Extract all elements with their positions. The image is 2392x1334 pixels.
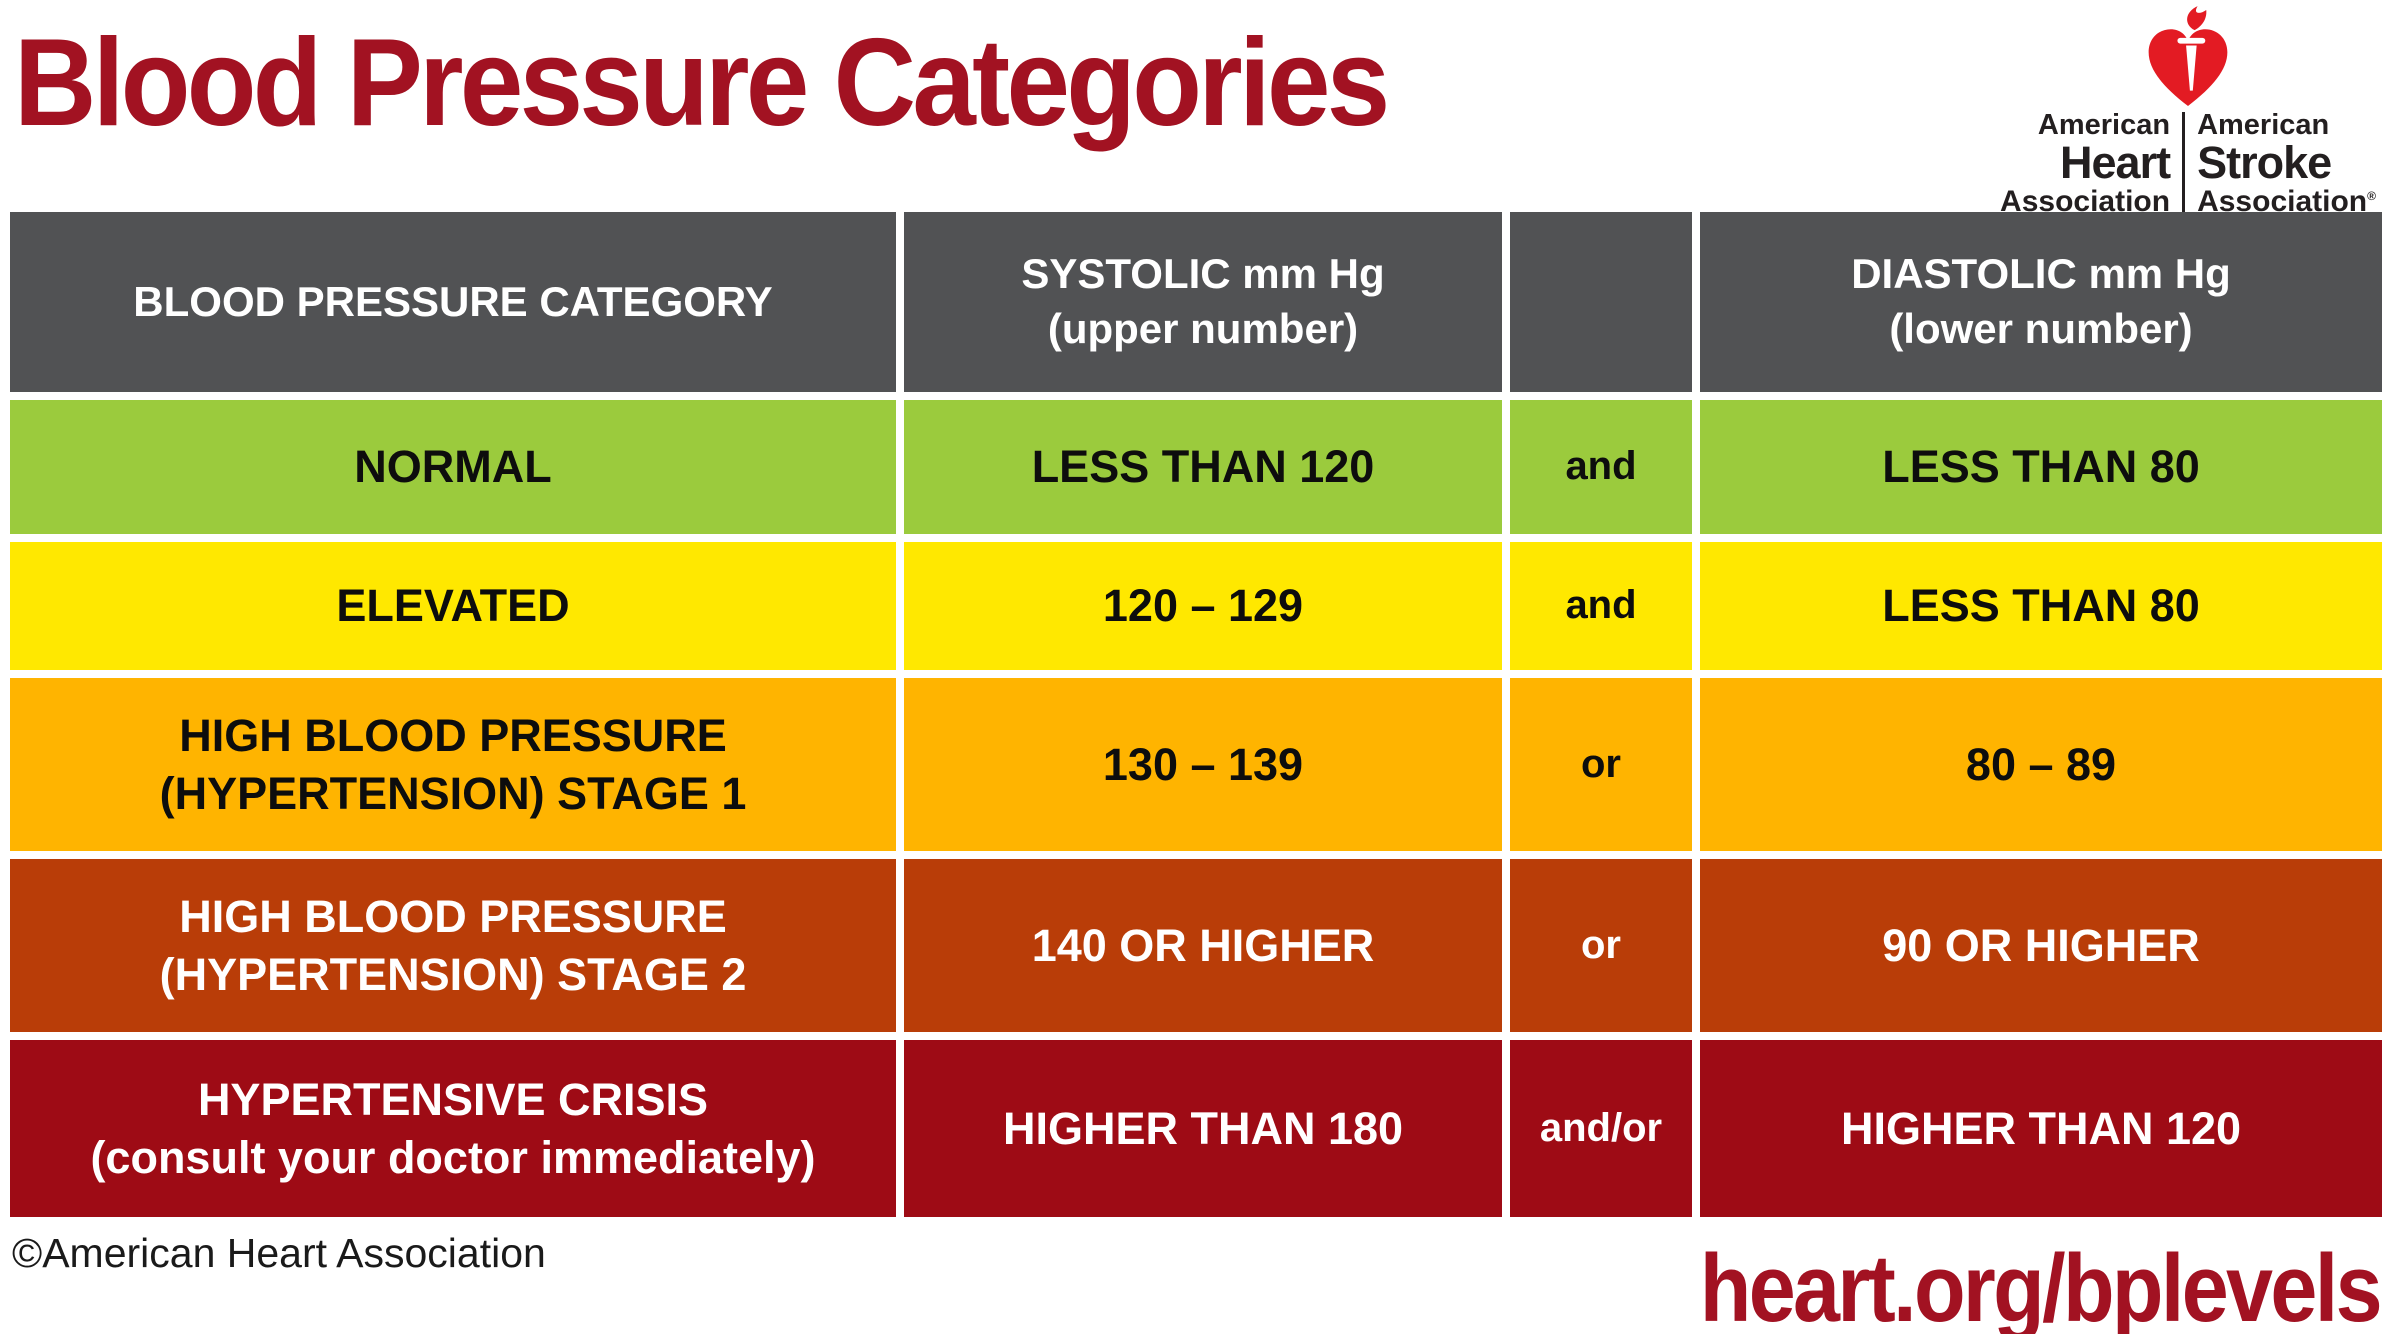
logo-heart-line1: American — [2037, 109, 2171, 141]
page-title: Blood Pressure Categories — [14, 14, 1390, 152]
row-stage1-connector: or — [1510, 678, 1692, 851]
row-normal-connector: and — [1510, 400, 1692, 534]
copyright-text: ©American Heart Association — [12, 1230, 546, 1276]
row-elevated-connector: and — [1510, 542, 1692, 670]
row-elevated-diastolic: LESS THAN 80 — [1700, 542, 2382, 670]
logo-stroke-org: American Stroke Association® — [2197, 109, 2376, 219]
row-crisis-diastolic: HIGHER THAN 120 — [1700, 1040, 2382, 1217]
row-stage2-connector: or — [1510, 859, 1692, 1032]
row-crisis-category: HYPERTENSIVE CRISIS (consult your doctor… — [10, 1040, 896, 1217]
logo-heart-line2: Heart — [2060, 137, 2171, 189]
logo-stroke-line1: American — [2197, 109, 2330, 141]
row-stage2-category: HIGH BLOOD PRESSURE (HYPERTENSION) STAGE… — [10, 859, 896, 1032]
site-url: heart.org/bplevels — [1699, 1235, 2383, 1334]
logo-stroke-line2: Stroke — [2197, 137, 2332, 189]
row-crisis-systolic: HIGHER THAN 180 — [904, 1040, 1502, 1217]
row-stage1-category: HIGH BLOOD PRESSURE (HYPERTENSION) STAGE… — [10, 678, 896, 851]
logo-divider — [2182, 112, 2186, 219]
row-normal-diastolic: LESS THAN 80 — [1700, 400, 2382, 534]
bp-table: BLOOD PRESSURE CATEGORY SYSTOLIC mm Hg (… — [10, 212, 2382, 1217]
logo-heart-org: American Heart Association — [2000, 109, 2171, 219]
header-connector — [1510, 212, 1692, 392]
row-stage2-diastolic: 90 OR HIGHER — [1700, 859, 2382, 1032]
aha-asa-logo: American Heart Association American Stro… — [2000, 6, 2376, 219]
row-stage1-systolic: 130 – 139 — [904, 678, 1502, 851]
row-stage2-systolic: 140 OR HIGHER — [904, 859, 1502, 1032]
heart-torch-icon — [2148, 6, 2228, 107]
row-elevated-category: ELEVATED — [10, 542, 896, 670]
header-category: BLOOD PRESSURE CATEGORY — [10, 212, 896, 392]
row-elevated-systolic: 120 – 129 — [904, 542, 1502, 670]
header-diastolic: DIASTOLIC mm Hg (lower number) — [1700, 212, 2382, 392]
header-systolic: SYSTOLIC mm Hg (upper number) — [904, 212, 1502, 392]
row-normal-category: NORMAL — [10, 400, 896, 534]
row-stage1-diastolic: 80 – 89 — [1700, 678, 2382, 851]
registered-mark: ® — [2367, 189, 2376, 204]
row-normal-systolic: LESS THAN 120 — [904, 400, 1502, 534]
row-crisis-connector: and/or — [1510, 1040, 1692, 1217]
logo-text: American Heart Association American Stro… — [2000, 109, 2376, 219]
